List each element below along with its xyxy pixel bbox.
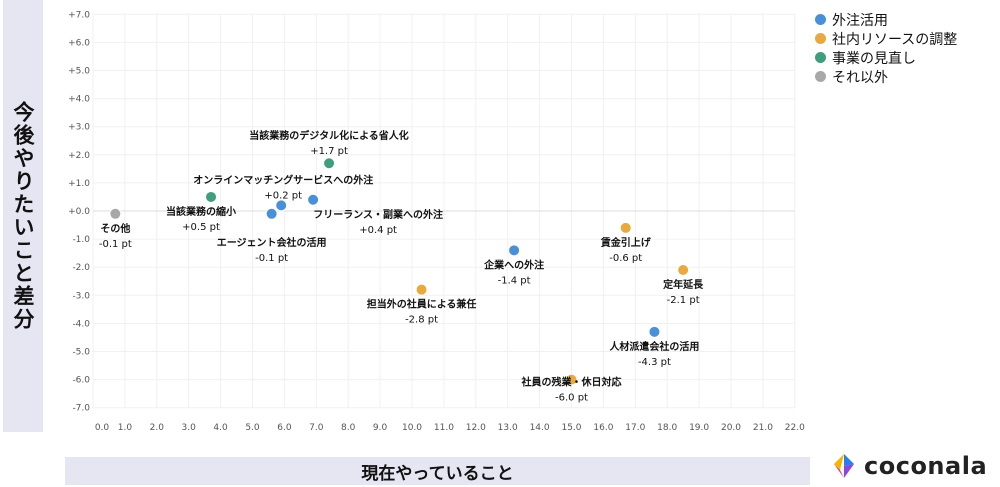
legend-item: それ以外 xyxy=(815,67,957,86)
legend: 外注活用社内リソースの調整 事業の見直し それ以外 xyxy=(815,10,957,86)
x-tick-label: 7.0 xyxy=(309,423,324,433)
x-tick-label: 14.0 xyxy=(530,423,550,433)
x-tick-label: 4.0 xyxy=(213,423,228,433)
brand-name: coconala xyxy=(864,452,988,480)
data-label: 社員の残業・休日対応 xyxy=(521,376,622,389)
y-tick-label: -2.0 xyxy=(72,263,90,273)
data-value-label: -0.1 pt xyxy=(99,239,132,250)
x-tick-label: 8.0 xyxy=(341,423,356,433)
x-axis-label: 現在やっていること xyxy=(65,457,810,485)
data-label: 人材派遣会社の活用 xyxy=(609,340,699,353)
y-tick-label: +5.0 xyxy=(68,67,90,77)
data-point xyxy=(205,190,218,203)
x-tick-label: 16.0 xyxy=(593,423,613,433)
data-value-label: -1.4 pt xyxy=(498,275,531,286)
legend-item: 事業の見直し xyxy=(815,48,957,67)
x-tick-label: 21.0 xyxy=(753,423,773,433)
x-tick-label: 5.0 xyxy=(245,423,260,433)
data-point xyxy=(415,283,428,296)
data-point xyxy=(323,157,336,170)
x-tick-label: 20.0 xyxy=(721,423,741,433)
data-label: 定年延長 xyxy=(663,278,704,291)
y-tick-label: +4.0 xyxy=(68,95,90,105)
legend-label: 事業の見直し xyxy=(832,50,916,67)
data-label: 企業への外注 xyxy=(483,258,544,271)
y-tick-label: +1.0 xyxy=(68,179,90,189)
data-value-label: -4.3 pt xyxy=(638,357,671,368)
y-tick-label: +6.0 xyxy=(68,38,90,48)
x-tick-label: 15.0 xyxy=(561,423,581,433)
legend-marker xyxy=(815,14,826,25)
y-axis-label-box: 今後やりたいこと差分 xyxy=(3,0,43,432)
data-value-label: +0.5 pt xyxy=(182,222,220,233)
data-label: その他 xyxy=(100,222,130,235)
y-tick-label: -3.0 xyxy=(72,291,90,301)
x-tick-label: 2.0 xyxy=(150,423,165,433)
data-point xyxy=(648,325,661,338)
x-tick-label: 19.0 xyxy=(689,423,709,433)
data-point xyxy=(109,207,122,220)
y-tick-label: +3.0 xyxy=(68,123,90,133)
y-tick-label: -6.0 xyxy=(72,376,90,386)
y-tick-label: +0.0 xyxy=(68,207,90,217)
data-value-label: +0.2 pt xyxy=(264,190,302,201)
y-tick-label: -5.0 xyxy=(72,348,90,358)
x-tick-label: 18.0 xyxy=(657,423,677,433)
data-label: フリーランス・副業への外注 xyxy=(313,208,443,221)
y-tick-label: -1.0 xyxy=(72,235,90,245)
coconala-logo-icon xyxy=(834,454,854,478)
x-tick-label: 12.0 xyxy=(466,423,486,433)
data-value-label: +0.4 pt xyxy=(359,225,397,236)
data-value-label: -2.1 pt xyxy=(667,295,700,306)
y-tick-label: -7.0 xyxy=(72,404,90,414)
y-tick-label: +2.0 xyxy=(68,151,90,161)
legend-item: 外注活用 xyxy=(815,10,957,29)
data-point xyxy=(619,221,632,234)
data-label: オンラインマッチングサービスへの外注 xyxy=(193,173,373,186)
legend-label: 外注活用 xyxy=(832,12,888,29)
y-tick-label: -4.0 xyxy=(72,319,90,329)
legend-label: 社内リソースの調整 xyxy=(832,31,958,48)
data-point xyxy=(508,244,521,257)
data-value-label: -0.6 pt xyxy=(609,253,642,264)
coconala-logo: coconala xyxy=(830,452,987,480)
x-tick-label: 6.0 xyxy=(277,423,292,433)
data-value-label: +1.7 pt xyxy=(310,146,348,157)
y-axis-label: 今後やりたいこと差分 xyxy=(11,101,35,331)
data-label: 当該業務の縮小 xyxy=(166,205,236,218)
data-label: エージェント会社の活用 xyxy=(217,236,327,249)
x-tick-label: 13.0 xyxy=(498,423,518,433)
legend-marker xyxy=(815,52,826,63)
data-point xyxy=(565,373,578,386)
x-tick-label: 17.0 xyxy=(625,423,645,433)
data-value-label: -2.8 pt xyxy=(405,315,438,326)
data-value-label: -6.0 pt xyxy=(555,393,588,404)
data-value-label: -0.1 pt xyxy=(255,253,288,264)
legend-marker xyxy=(815,33,826,44)
data-point xyxy=(307,193,320,206)
x-tick-label: 0.0 xyxy=(95,423,110,433)
x-tick-label: 3.0 xyxy=(182,423,197,433)
y-tick-label: +7.0 xyxy=(68,10,90,20)
data-point xyxy=(677,264,690,277)
legend-item: 社内リソースの調整 xyxy=(815,29,957,48)
legend-marker xyxy=(815,71,826,82)
x-tick-label: 11.0 xyxy=(434,423,454,433)
data-label: 賃金引上げ xyxy=(600,236,652,249)
data-label: 当該業務のデジタル化による省人化 xyxy=(249,129,409,142)
x-tick-label: 1.0 xyxy=(118,423,133,433)
legend-label: それ以外 xyxy=(832,69,888,86)
x-tick-label: 9.0 xyxy=(373,423,388,433)
x-tick-label: 22.0 xyxy=(785,423,805,433)
data-label: 担当外の社員による兼任 xyxy=(367,298,477,311)
data-point xyxy=(265,207,278,220)
x-tick-label: 10.0 xyxy=(402,423,422,433)
data-point xyxy=(275,199,288,212)
